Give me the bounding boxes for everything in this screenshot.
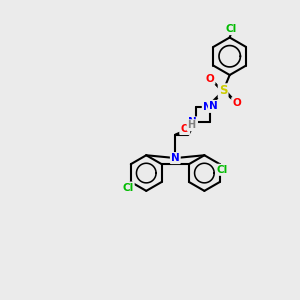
Text: H: H bbox=[188, 120, 196, 130]
Text: Cl: Cl bbox=[217, 165, 228, 175]
Text: O: O bbox=[180, 124, 189, 134]
Text: N: N bbox=[209, 101, 218, 111]
Text: N: N bbox=[203, 102, 212, 112]
Text: O: O bbox=[206, 74, 214, 84]
Text: O: O bbox=[232, 98, 241, 108]
Text: Cl: Cl bbox=[122, 183, 134, 193]
Text: Cl: Cl bbox=[226, 24, 237, 34]
Text: N: N bbox=[171, 153, 180, 163]
Text: S: S bbox=[219, 84, 227, 98]
Text: N: N bbox=[188, 117, 197, 128]
